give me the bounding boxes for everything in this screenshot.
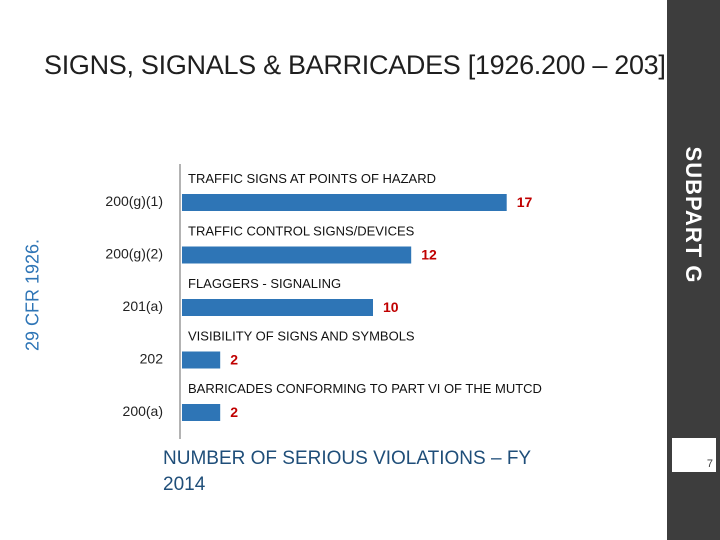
subpart-label: SUBPART G xyxy=(681,146,706,284)
bar-description: VISIBILITY OF SIGNS AND SYMBOLS xyxy=(188,329,415,344)
bar-description: FLAGGERS - SIGNALING xyxy=(188,276,341,291)
category-label: 202 xyxy=(140,351,164,367)
bar-4 xyxy=(182,351,221,369)
bar-description: TRAFFIC CONTROL SIGNS/DEVICES xyxy=(188,224,415,239)
bar-5 xyxy=(182,404,221,421)
slide-title: SIGNS, SIGNALS & BARRICADES [1926.200 – … xyxy=(44,50,666,80)
page-number: 7 xyxy=(706,458,713,470)
category-label: 200(g)(2) xyxy=(105,246,163,262)
data-label: 17 xyxy=(517,194,533,210)
bar-2 xyxy=(182,246,412,264)
bar-3 xyxy=(182,299,373,316)
category-label: 200(g)(1) xyxy=(105,193,163,209)
category-label: 201(a) xyxy=(123,298,163,314)
bar-description: BARRICADES CONFORMING TO PART VI OF THE … xyxy=(188,381,542,396)
page-number-box: 7 xyxy=(671,437,717,473)
category-label: 200(a) xyxy=(123,403,163,419)
data-label: 10 xyxy=(383,299,399,315)
bar-chart: TRAFFIC SIGNS AT POINTS OF HAZARD 17 200(g… xyxy=(105,164,542,439)
data-label: 2 xyxy=(230,352,238,368)
bar-description: TRAFFIC SIGNS AT POINTS OF HAZARD xyxy=(188,171,436,186)
data-label: 12 xyxy=(421,247,437,263)
chart-footer: NUMBER OF SERIOUS VIOLATIONS – FY 2014 xyxy=(163,448,531,495)
bar-1 xyxy=(182,194,507,211)
data-label: 2 xyxy=(230,404,238,420)
